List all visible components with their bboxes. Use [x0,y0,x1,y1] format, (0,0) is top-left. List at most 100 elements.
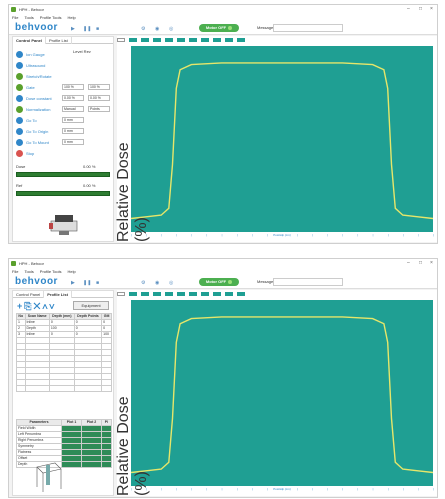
plot-toggle[interactable] [129,290,139,298]
x-tick: | [191,233,193,237]
menu-item[interactable]: File [12,15,19,20]
plot-toggle[interactable] [165,36,175,44]
control-label: Stretch/Rotate [26,74,52,79]
control-value[interactable]: 0 mm [62,117,84,123]
menu-item[interactable]: Profile Tools [39,15,62,20]
control-value-2[interactable]: Points [88,106,110,112]
plot-toggle[interactable] [225,290,235,298]
control-row[interactable]: Normalization Manual Points [16,105,112,114]
x-tick: | [206,233,208,237]
stop-icon[interactable]: ■ [96,280,100,286]
eye-icon[interactable]: ◎ [169,280,174,286]
play-icon[interactable]: ▶ [71,26,75,32]
plot-toggle[interactable] [117,36,127,44]
control-row[interactable]: Stop [16,149,112,158]
table-row: Right Penumbra [15,437,113,444]
column-header[interactable]: Depth (mm) [48,313,75,320]
plot-toggle[interactable] [177,36,187,44]
eye-icon[interactable]: ◎ [169,26,174,32]
control-value-2[interactable]: 0.00 % [88,95,110,101]
plot-toggle[interactable] [177,290,187,298]
play-icon[interactable]: ▶ [71,280,75,286]
plot-toggle[interactable] [237,36,247,44]
table-row[interactable]: 2 Depth 100 0 0 [16,325,112,332]
plot-toggle[interactable] [213,36,223,44]
control-label: Ultrasound [26,63,46,68]
plot-color-swatch [201,292,209,297]
dose-label: Dose [16,164,26,169]
control-row[interactable]: Dose constant 0.00 % 0.00 % [16,94,112,103]
message-field[interactable] [273,278,343,286]
plot-list [117,36,437,44]
motor-toggle[interactable]: Motor OFF [199,24,239,32]
control-label: Stop [26,151,35,156]
table-cell [16,385,26,392]
pause-icon[interactable]: ❚❚ [83,26,92,32]
motor-toggle[interactable]: Motor OFF [199,278,239,286]
plot-toggle[interactable] [153,36,163,44]
control-row[interactable]: Gate 100 % 100 % [16,83,112,92]
menu-item[interactable]: Help [67,15,76,20]
pause-icon[interactable]: ❚❚ [83,280,92,286]
control-row[interactable]: Go To Mount 0 mm [16,138,112,147]
minimize-icon[interactable]: – [407,260,410,266]
plot-toggle[interactable] [225,36,235,44]
x-tick: | [251,233,253,237]
plot-toggle[interactable] [165,290,175,298]
close-icon[interactable]: × [430,260,433,266]
plot-toggle[interactable] [237,290,247,298]
chart-icon[interactable]: ◉ [155,26,160,32]
plot-toggle[interactable] [129,36,139,44]
settings-icon[interactable]: ⚙ [141,280,146,286]
stop-icon[interactable]: ■ [96,26,100,32]
control-row[interactable]: Go To 0 mm [16,116,112,125]
plot-toggle[interactable] [153,290,163,298]
control-row[interactable]: Go To Origin 0 mm [16,127,112,136]
control-value[interactable]: Manual [62,106,84,112]
control-value[interactable]: 0.00 % [62,95,84,101]
equipment-button[interactable]: Equipment [73,301,109,310]
tab-control-panel[interactable]: Control Panel [13,37,47,44]
settings-icon[interactable]: ⚙ [141,26,146,32]
plot-color-swatch [141,292,149,297]
plot-toggle[interactable] [189,36,199,44]
control-value[interactable]: 0 mm [62,139,84,145]
control-value[interactable]: 100 % [62,84,84,90]
menu-item[interactable]: Profile Tools [39,269,62,274]
tab-profile-list[interactable]: Profile List [44,291,72,298]
plot-color-swatch [117,38,125,43]
control-row[interactable]: Ultrasound [16,61,112,70]
menu-item[interactable]: Tools [24,269,34,274]
plot-toggle[interactable] [201,36,211,44]
menu-item[interactable]: Tools [24,15,34,20]
plot-toggle[interactable] [117,290,127,298]
chart-icon[interactable]: ◉ [155,280,160,286]
maximize-icon[interactable]: □ [419,6,423,12]
plot-toggle[interactable] [213,290,223,298]
tab-control-panel[interactable]: Control Panel [13,291,45,298]
plot-color-swatch [177,38,185,43]
control-value-2[interactable]: 100 % [88,84,110,90]
control-value[interactable]: 0 mm [62,128,84,134]
plot-toggle[interactable] [141,36,151,44]
column-header[interactable]: Scan Name [24,313,50,320]
table-row[interactable]: 1 Inline 0 0 0 [16,319,112,326]
control-row[interactable]: Ion Gauge [16,50,112,59]
menu-item[interactable]: File [12,269,19,274]
minimize-icon[interactable]: – [407,6,410,12]
profile-tools[interactable]: +⎘✕∧∨ [17,301,57,311]
x-tick: | [417,233,419,237]
plot-toggle[interactable] [189,290,199,298]
plot-toggle[interactable] [201,290,211,298]
dose-value: 0.00 % [83,164,96,169]
plot-toggle[interactable] [141,290,151,298]
maximize-icon[interactable]: □ [419,260,423,266]
column-header[interactable]: Depth Points [73,313,103,320]
plot-color-swatch [129,38,137,43]
x-tick: | [131,487,132,491]
close-icon[interactable]: × [430,6,433,12]
control-row[interactable]: Stretch/Rotate [16,72,112,81]
tab-profile-list[interactable]: Profile List [46,37,72,44]
message-field[interactable] [273,24,343,32]
menu-item[interactable]: Help [67,269,76,274]
